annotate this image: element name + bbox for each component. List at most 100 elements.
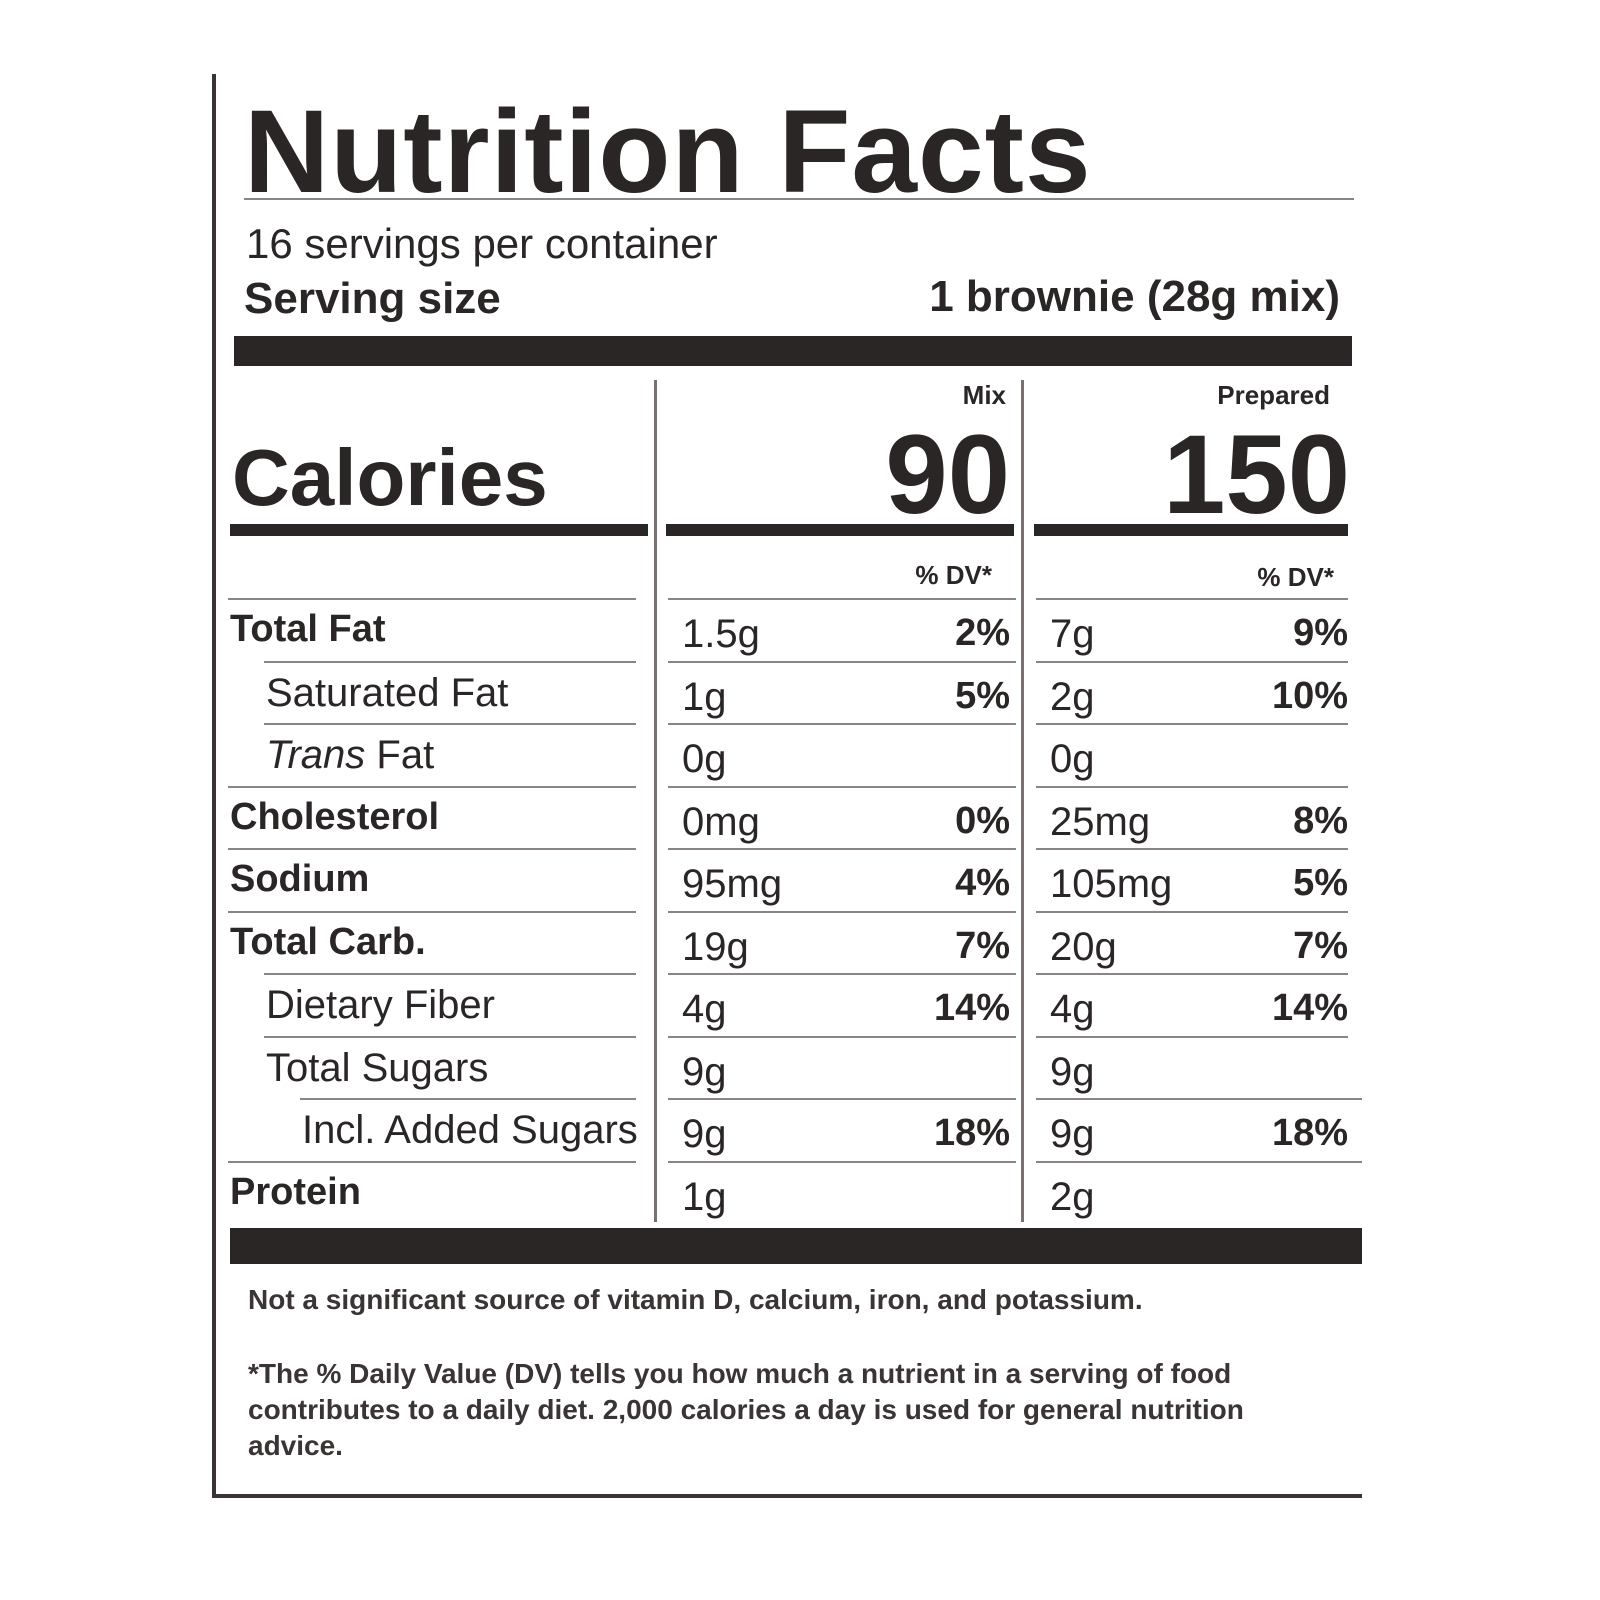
nutrient-name: Incl. Added Sugars (302, 1108, 638, 1153)
calories-value: 150 (1163, 412, 1350, 537)
rule (668, 910, 1016, 913)
thick-bar (234, 336, 1352, 366)
column-divider (1021, 380, 1024, 1222)
rule (264, 660, 636, 663)
amount: 19g (682, 924, 749, 969)
nutrient-name: Protein (230, 1171, 361, 1214)
dv-header: % DV* (1257, 562, 1334, 592)
rule (228, 910, 636, 913)
amount: 0g (1050, 737, 1095, 781)
rule (228, 848, 636, 850)
nutrient-name: Total Carb. (230, 921, 426, 964)
amount: 1.5g (682, 612, 760, 656)
nutrient-name-text: Cholesterol (230, 795, 440, 838)
nutrition-label: Nutrition Facts 16 servings per containe… (212, 74, 1362, 1498)
rule (1036, 723, 1348, 725)
nutrient-name: Total Sugars (266, 1046, 488, 1091)
nutrient-name-text: Incl. Added Sugars (302, 1108, 638, 1152)
thick-rule (230, 524, 648, 536)
rule (264, 1035, 636, 1038)
rule (228, 785, 636, 788)
amount: 2g (1050, 1174, 1095, 1219)
amount: 9g (1050, 1049, 1095, 1094)
rule (668, 785, 1016, 788)
amount: 105mg (1050, 862, 1173, 906)
amount: 4g (682, 987, 727, 1031)
calories-label: Calories (232, 433, 548, 522)
rule (668, 1160, 1016, 1163)
daily-value: 5% (1293, 862, 1348, 904)
dv-header: % DV* (915, 560, 992, 590)
daily-value: 7% (1293, 924, 1348, 967)
daily-value: 5% (955, 674, 1010, 717)
serving-size-label: Serving size (244, 274, 501, 323)
rule (228, 1160, 636, 1163)
rule (668, 660, 1016, 663)
amount: 4g (1050, 987, 1095, 1031)
amount: 9g (1050, 1112, 1095, 1156)
footnote: Not a significant source of vitamin D, c… (248, 1284, 1143, 1315)
amount: 7g (1050, 612, 1095, 656)
rule (1036, 973, 1348, 975)
rule (228, 598, 636, 600)
rule (1036, 598, 1348, 600)
daily-value: 8% (1293, 799, 1348, 842)
nutrient-name: Saturated Fat (266, 671, 508, 716)
daily-value: 2% (955, 612, 1010, 654)
nutrient-name-text: Protein (230, 1170, 361, 1213)
nutrient-name-text: Total Fat (230, 608, 386, 650)
nutrient-name-text: Total Carb. (230, 920, 426, 963)
rule (1036, 660, 1348, 663)
rule (1036, 1035, 1348, 1038)
rule (668, 1035, 1016, 1038)
footnote: *The % Daily Value (DV) tells you how mu… (248, 1358, 1244, 1461)
column-name: Mix (962, 380, 1006, 410)
daily-value: 9% (1293, 612, 1348, 654)
serving-size-value: 1 brownie (28g mix) (929, 272, 1340, 321)
nutrient-name: Sodium (230, 858, 369, 901)
nutrient-name-text: Saturated Fat (266, 670, 509, 715)
rule (668, 723, 1016, 725)
amount: 0g (682, 737, 727, 781)
daily-value: 10% (1271, 674, 1348, 717)
rule (1036, 1098, 1362, 1100)
servings: 16 servings per container (246, 220, 718, 267)
amount: 0mg (682, 799, 760, 844)
column-name: Prepared (1217, 380, 1330, 410)
column-divider (654, 380, 657, 1222)
rule (1036, 848, 1348, 850)
nutrient-name-text: Dietary Fiber (266, 983, 495, 1027)
nutrient-name: Trans Fat (266, 733, 434, 778)
daily-value: 18% (1271, 1112, 1348, 1154)
rule (668, 973, 1016, 975)
nutrient-name-text: Total Sugars (266, 1045, 489, 1090)
daily-value: 14% (933, 987, 1010, 1029)
thick-bar (230, 1228, 1362, 1264)
nutrient-name-text: Fat (376, 733, 435, 777)
rule (1036, 910, 1348, 913)
rule (668, 1098, 1016, 1100)
nutrient-name-text: Sodium (230, 858, 370, 900)
nutrient-name: Cholesterol (230, 796, 439, 839)
thick-rule (1034, 524, 1348, 536)
daily-value: 4% (955, 862, 1010, 904)
daily-value: 0% (955, 799, 1010, 842)
nutrient-name: Dietary Fiber (266, 983, 495, 1028)
rule (668, 598, 1016, 600)
nutrient-name: Total Fat (230, 608, 386, 651)
amount: 9g (682, 1112, 727, 1156)
rule (1036, 1160, 1362, 1163)
rule (300, 1098, 636, 1100)
amount: 9g (682, 1049, 727, 1094)
daily-value: 14% (1271, 987, 1348, 1029)
daily-value: 7% (955, 924, 1010, 967)
amount: 1g (682, 674, 727, 719)
amount: 25mg (1050, 799, 1151, 844)
amount: 2g (1050, 674, 1095, 719)
nutrient-name-italic: Trans (266, 733, 366, 777)
calories-value: 90 (885, 412, 1010, 537)
rule (668, 848, 1016, 850)
rule (264, 723, 636, 725)
amount: 1g (682, 1174, 727, 1219)
